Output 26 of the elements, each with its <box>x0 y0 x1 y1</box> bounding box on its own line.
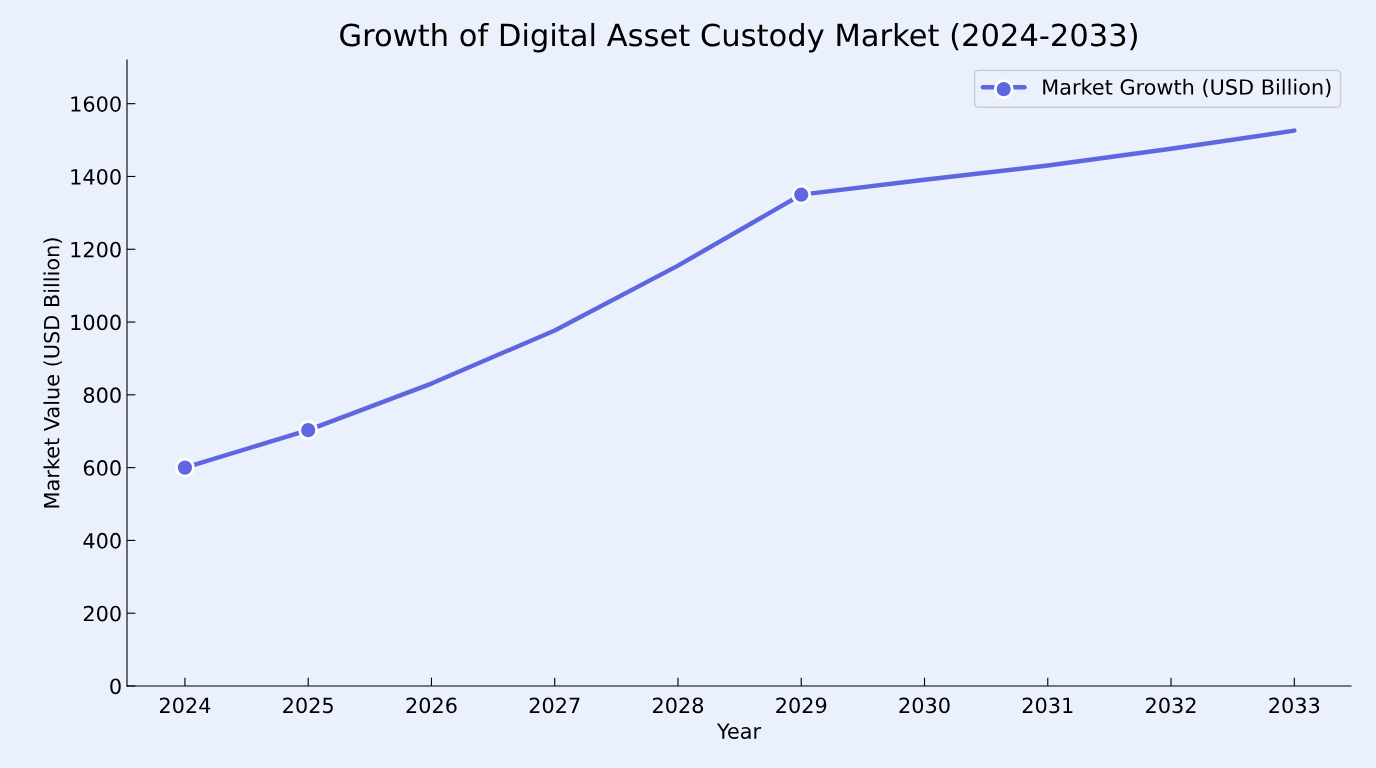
y-tick-label: 1600 <box>71 96 121 112</box>
point <box>175 457 195 478</box>
y-tick-label: 800 <box>83 387 121 404</box>
x-tick-label: 2024 <box>159 697 211 714</box>
x-tick-label: 2031 <box>1022 697 1073 714</box>
point <box>791 184 812 205</box>
y-tick-label: 400 <box>83 532 121 549</box>
y-tick-label: 200 <box>83 605 121 622</box>
x-tick-label: 2033 <box>1269 697 1320 714</box>
chart-title: Growth of Digital Asset Custody Market (2024-2033) <box>340 22 1137 53</box>
y-axis-title: Market Value (USD Billion) <box>43 238 62 508</box>
y-tick-label: 1000 <box>71 314 121 331</box>
legend-label: Market Growth (USD Billion) <box>1043 78 1331 98</box>
x-tick-label: 2026 <box>406 697 457 714</box>
y-tick-label: 0 <box>110 678 121 695</box>
x-tick-label: 2032 <box>1146 697 1196 714</box>
x-tick-label: 2030 <box>899 697 950 714</box>
x-tick-label: 2029 <box>776 697 827 714</box>
y-tick-label: 600 <box>83 460 121 476</box>
point <box>298 420 319 441</box>
y-tick-label: 1400 <box>71 168 121 185</box>
x-tick-label: 2027 <box>529 697 580 714</box>
x-axis-title: Year <box>716 723 762 739</box>
y-tick-label: 1200 <box>71 241 121 258</box>
x-tick-label: 2025 <box>283 697 333 714</box>
x-tick-label: 2028 <box>653 697 704 714</box>
